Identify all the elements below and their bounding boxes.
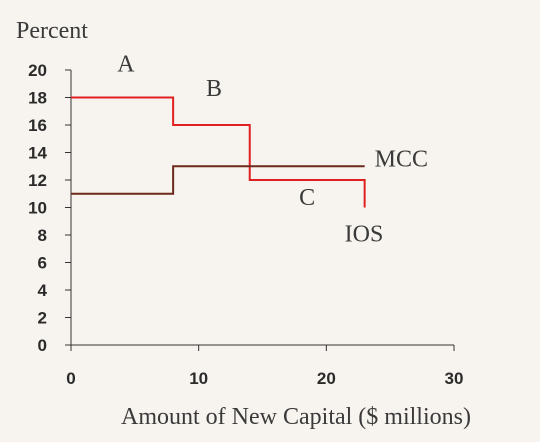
y-tick-label: 18: [28, 89, 47, 108]
x-tick-label: 0: [66, 369, 75, 388]
y-tick-label: 14: [28, 144, 47, 163]
y-axis-label: Percent: [16, 18, 88, 44]
annotation-a: A: [117, 51, 135, 77]
y-tick-label: 4: [38, 281, 48, 300]
y-tick-label: 12: [28, 171, 47, 190]
series-layer: IOS MCC: [71, 96, 428, 248]
x-tick-label: 30: [445, 369, 464, 388]
mcc-series-line: [71, 165, 365, 195]
y-tick-label: 0: [38, 336, 47, 355]
y-tick-label: 6: [38, 254, 47, 273]
y-ticks: 0 2 4 6 8 10 12 14 16 18 20: [28, 61, 71, 355]
x-tick-label: 10: [189, 369, 208, 388]
x-ticks: 0 10 20 30: [66, 345, 463, 388]
y-tick-label: 10: [28, 199, 47, 218]
ios-series-label: IOS: [345, 222, 384, 248]
y-tick-label: 2: [38, 309, 47, 328]
y-tick-label: 16: [28, 116, 47, 135]
x-axis-label: Amount of New Capital ($ millions): [121, 404, 471, 430]
annotation-c: C: [299, 185, 315, 211]
annotation-layer: A B C: [117, 51, 315, 210]
y-tick-label: 20: [28, 61, 47, 80]
ios-series-line: [71, 96, 366, 208]
y-tick-label: 8: [38, 226, 47, 245]
annotation-b: B: [206, 76, 222, 102]
x-tick-label: 20: [317, 369, 336, 388]
mcc-series-label: MCC: [375, 146, 428, 172]
